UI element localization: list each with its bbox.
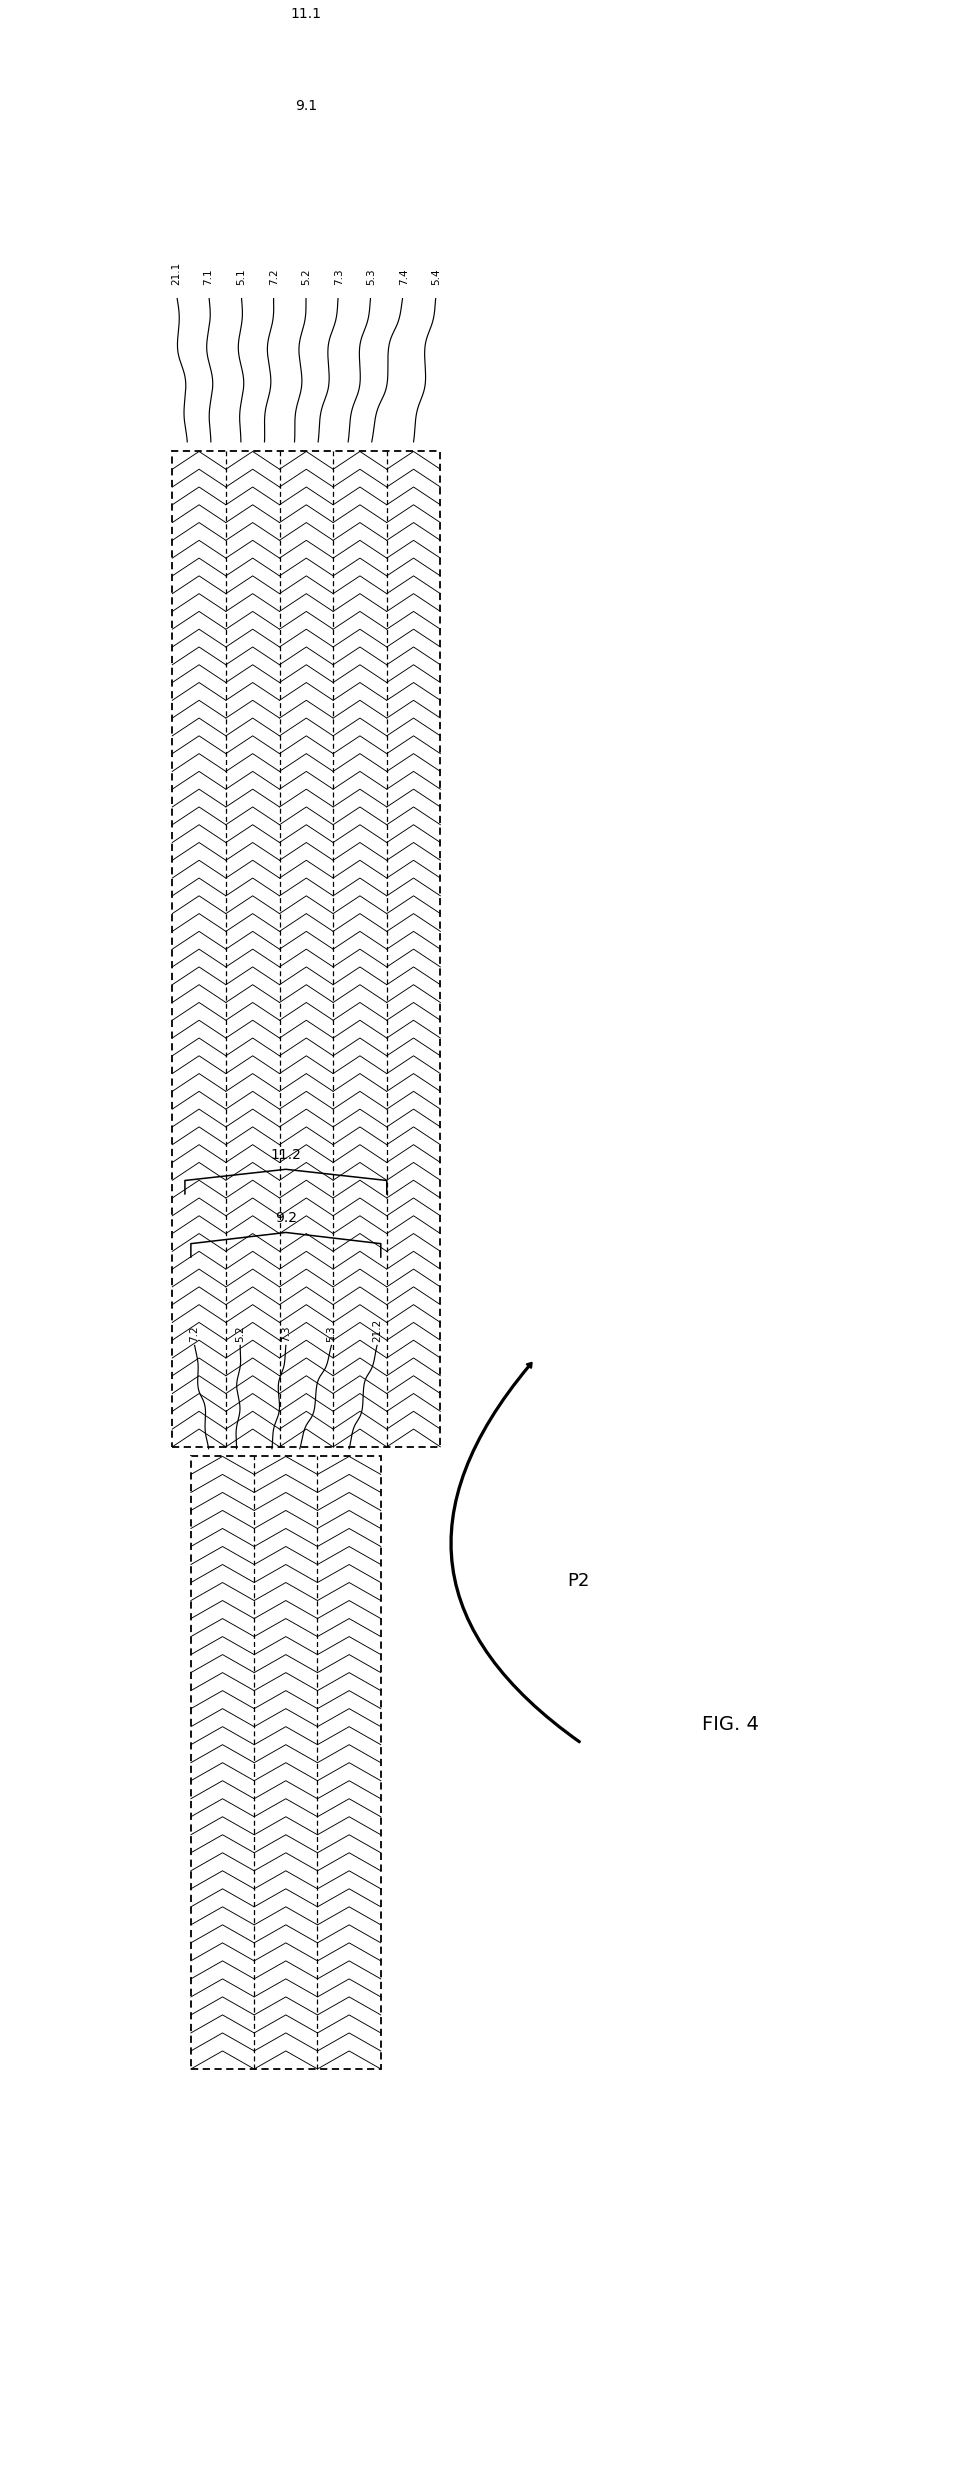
Text: 7.4: 7.4 <box>399 268 409 286</box>
Bar <box>172 452 440 1447</box>
Text: 5.4: 5.4 <box>431 268 442 286</box>
Text: 7.3: 7.3 <box>281 1325 291 1342</box>
Text: 5.3: 5.3 <box>366 268 377 286</box>
Text: 11.1: 11.1 <box>291 7 322 20</box>
Text: 9.2: 9.2 <box>275 1211 297 1226</box>
Text: 7.2: 7.2 <box>269 268 279 286</box>
Bar <box>191 1457 381 2068</box>
Text: 7.2: 7.2 <box>189 1325 200 1342</box>
Text: 7.3: 7.3 <box>333 268 344 286</box>
Text: 21.2: 21.2 <box>372 1318 382 1342</box>
Text: 5.2: 5.2 <box>235 1325 245 1342</box>
Text: 9.1: 9.1 <box>295 99 317 112</box>
Text: 5.1: 5.1 <box>236 268 246 286</box>
Text: 5.2: 5.2 <box>302 268 311 286</box>
Text: P2: P2 <box>567 1571 589 1591</box>
Text: 21.1: 21.1 <box>171 261 181 286</box>
Text: FIG. 4: FIG. 4 <box>702 1715 759 1733</box>
Text: 5.3: 5.3 <box>327 1325 336 1342</box>
Text: 11.2: 11.2 <box>270 1149 302 1161</box>
Text: 7.1: 7.1 <box>204 268 213 286</box>
